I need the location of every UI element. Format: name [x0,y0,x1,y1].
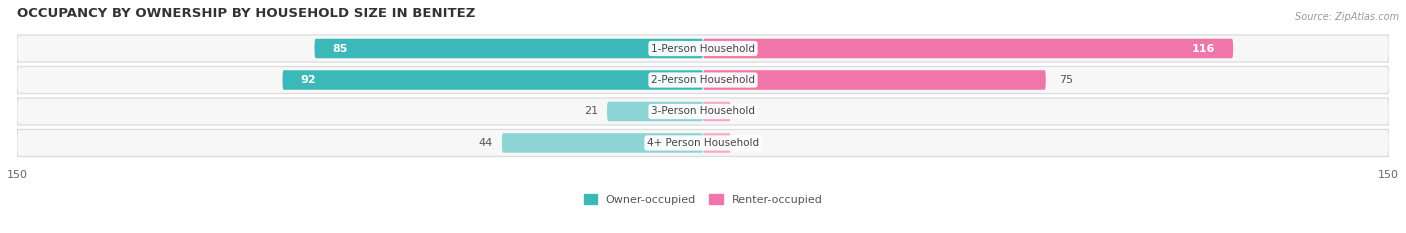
Text: 0: 0 [717,106,724,116]
Text: 21: 21 [583,106,598,116]
Text: 44: 44 [478,138,492,148]
FancyBboxPatch shape [13,66,1393,94]
Text: 116: 116 [1191,44,1215,54]
Text: 3-Person Household: 3-Person Household [651,106,755,116]
Text: 75: 75 [1060,75,1074,85]
FancyBboxPatch shape [703,70,1046,90]
Text: 0: 0 [717,138,724,148]
Text: Source: ZipAtlas.com: Source: ZipAtlas.com [1295,12,1399,22]
FancyBboxPatch shape [607,102,703,121]
FancyBboxPatch shape [315,39,703,58]
FancyBboxPatch shape [17,130,1389,156]
FancyBboxPatch shape [17,67,1389,93]
FancyBboxPatch shape [17,99,1389,124]
FancyBboxPatch shape [283,70,703,90]
FancyBboxPatch shape [13,129,1393,157]
FancyBboxPatch shape [703,39,1233,58]
Text: 4+ Person Household: 4+ Person Household [647,138,759,148]
Text: 92: 92 [301,75,316,85]
FancyBboxPatch shape [17,36,1389,62]
FancyBboxPatch shape [703,102,731,121]
Legend: Owner-occupied, Renter-occupied: Owner-occupied, Renter-occupied [579,190,827,209]
Text: 1-Person Household: 1-Person Household [651,44,755,54]
FancyBboxPatch shape [13,34,1393,63]
FancyBboxPatch shape [13,97,1393,126]
Text: 85: 85 [333,44,349,54]
FancyBboxPatch shape [703,133,731,153]
Text: 2-Person Household: 2-Person Household [651,75,755,85]
Text: OCCUPANCY BY OWNERSHIP BY HOUSEHOLD SIZE IN BENITEZ: OCCUPANCY BY OWNERSHIP BY HOUSEHOLD SIZE… [17,7,475,20]
FancyBboxPatch shape [502,133,703,153]
